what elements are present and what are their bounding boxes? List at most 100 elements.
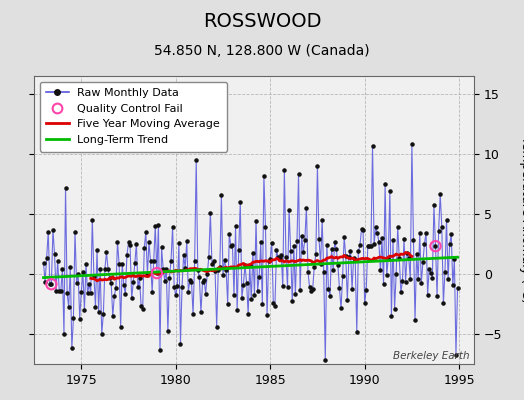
Point bbox=[42, 255, 51, 261]
Point bbox=[403, 250, 411, 256]
Point bbox=[134, 284, 142, 290]
Point bbox=[254, 287, 262, 294]
Point bbox=[97, 330, 106, 337]
Point bbox=[203, 271, 211, 278]
Point bbox=[107, 280, 115, 286]
Point bbox=[137, 303, 145, 309]
Point bbox=[157, 244, 166, 250]
Point bbox=[71, 229, 79, 235]
Point bbox=[206, 210, 214, 216]
Point bbox=[439, 300, 447, 307]
Point bbox=[90, 272, 98, 279]
Point bbox=[309, 286, 317, 292]
Point bbox=[47, 281, 56, 288]
Point bbox=[414, 276, 422, 282]
Point bbox=[50, 251, 59, 257]
Point bbox=[405, 255, 413, 262]
Point bbox=[361, 300, 369, 306]
Point bbox=[219, 271, 227, 278]
Point bbox=[261, 224, 270, 231]
Point bbox=[200, 277, 208, 283]
Point bbox=[263, 312, 271, 318]
Point bbox=[392, 271, 400, 278]
Point bbox=[419, 259, 427, 266]
Point bbox=[357, 226, 366, 233]
Point bbox=[362, 287, 370, 293]
Point bbox=[44, 228, 52, 235]
Point bbox=[121, 291, 129, 297]
Point bbox=[271, 303, 279, 309]
Point bbox=[187, 279, 195, 285]
Point bbox=[75, 315, 84, 322]
Point bbox=[265, 258, 273, 264]
Point bbox=[447, 231, 455, 238]
Point bbox=[152, 270, 161, 276]
Point bbox=[168, 224, 177, 230]
Point bbox=[433, 293, 441, 299]
Point bbox=[315, 236, 323, 242]
Point bbox=[151, 223, 159, 229]
Point bbox=[86, 290, 95, 296]
Point bbox=[334, 262, 342, 268]
Point bbox=[143, 272, 151, 278]
Point bbox=[189, 311, 197, 317]
Point bbox=[222, 266, 231, 273]
Point bbox=[160, 277, 169, 284]
Point bbox=[192, 157, 200, 163]
Point bbox=[145, 239, 153, 246]
Point bbox=[233, 307, 242, 313]
Point bbox=[287, 248, 295, 254]
Point bbox=[397, 289, 405, 296]
Point bbox=[453, 285, 462, 291]
Point bbox=[337, 305, 345, 312]
Point bbox=[370, 241, 378, 247]
Point bbox=[241, 262, 249, 268]
Point bbox=[39, 260, 48, 266]
Point bbox=[152, 270, 161, 276]
Point bbox=[425, 266, 433, 272]
Point bbox=[381, 181, 389, 187]
Point bbox=[288, 298, 297, 304]
Point bbox=[260, 172, 268, 179]
Point bbox=[298, 233, 306, 239]
Point bbox=[216, 264, 224, 270]
Point bbox=[444, 276, 452, 282]
Point bbox=[411, 317, 419, 323]
Point bbox=[173, 283, 181, 289]
Point bbox=[82, 261, 90, 268]
Point bbox=[176, 340, 184, 347]
Point bbox=[351, 257, 359, 264]
Point bbox=[101, 266, 109, 272]
Point bbox=[417, 280, 425, 286]
Point bbox=[255, 274, 264, 280]
Point bbox=[445, 241, 454, 248]
Point bbox=[416, 230, 424, 237]
Point bbox=[376, 267, 385, 274]
Point bbox=[430, 202, 438, 208]
Point bbox=[450, 256, 458, 262]
Point bbox=[373, 229, 381, 236]
Point bbox=[409, 237, 418, 244]
Point bbox=[170, 284, 178, 290]
Point bbox=[58, 266, 67, 273]
Point bbox=[165, 275, 173, 281]
Point bbox=[126, 242, 134, 248]
Point bbox=[178, 284, 186, 290]
Legend: Raw Monthly Data, Quality Control Fail, Five Year Moving Average, Long-Term Tren: Raw Monthly Data, Quality Control Fail, … bbox=[40, 82, 227, 152]
Point bbox=[138, 305, 147, 312]
Point bbox=[49, 226, 57, 233]
Point bbox=[283, 284, 292, 290]
Point bbox=[354, 248, 363, 254]
Point bbox=[159, 266, 167, 272]
Point bbox=[94, 308, 103, 315]
Point bbox=[47, 281, 56, 288]
Point bbox=[239, 282, 248, 288]
Point bbox=[108, 313, 117, 319]
Point bbox=[438, 224, 446, 230]
Y-axis label: Temperature Anomaly (°C): Temperature Anomaly (°C) bbox=[519, 136, 524, 304]
Point bbox=[243, 280, 251, 286]
Point bbox=[353, 328, 361, 335]
Point bbox=[204, 254, 213, 260]
Point bbox=[171, 292, 180, 298]
Point bbox=[80, 307, 89, 313]
